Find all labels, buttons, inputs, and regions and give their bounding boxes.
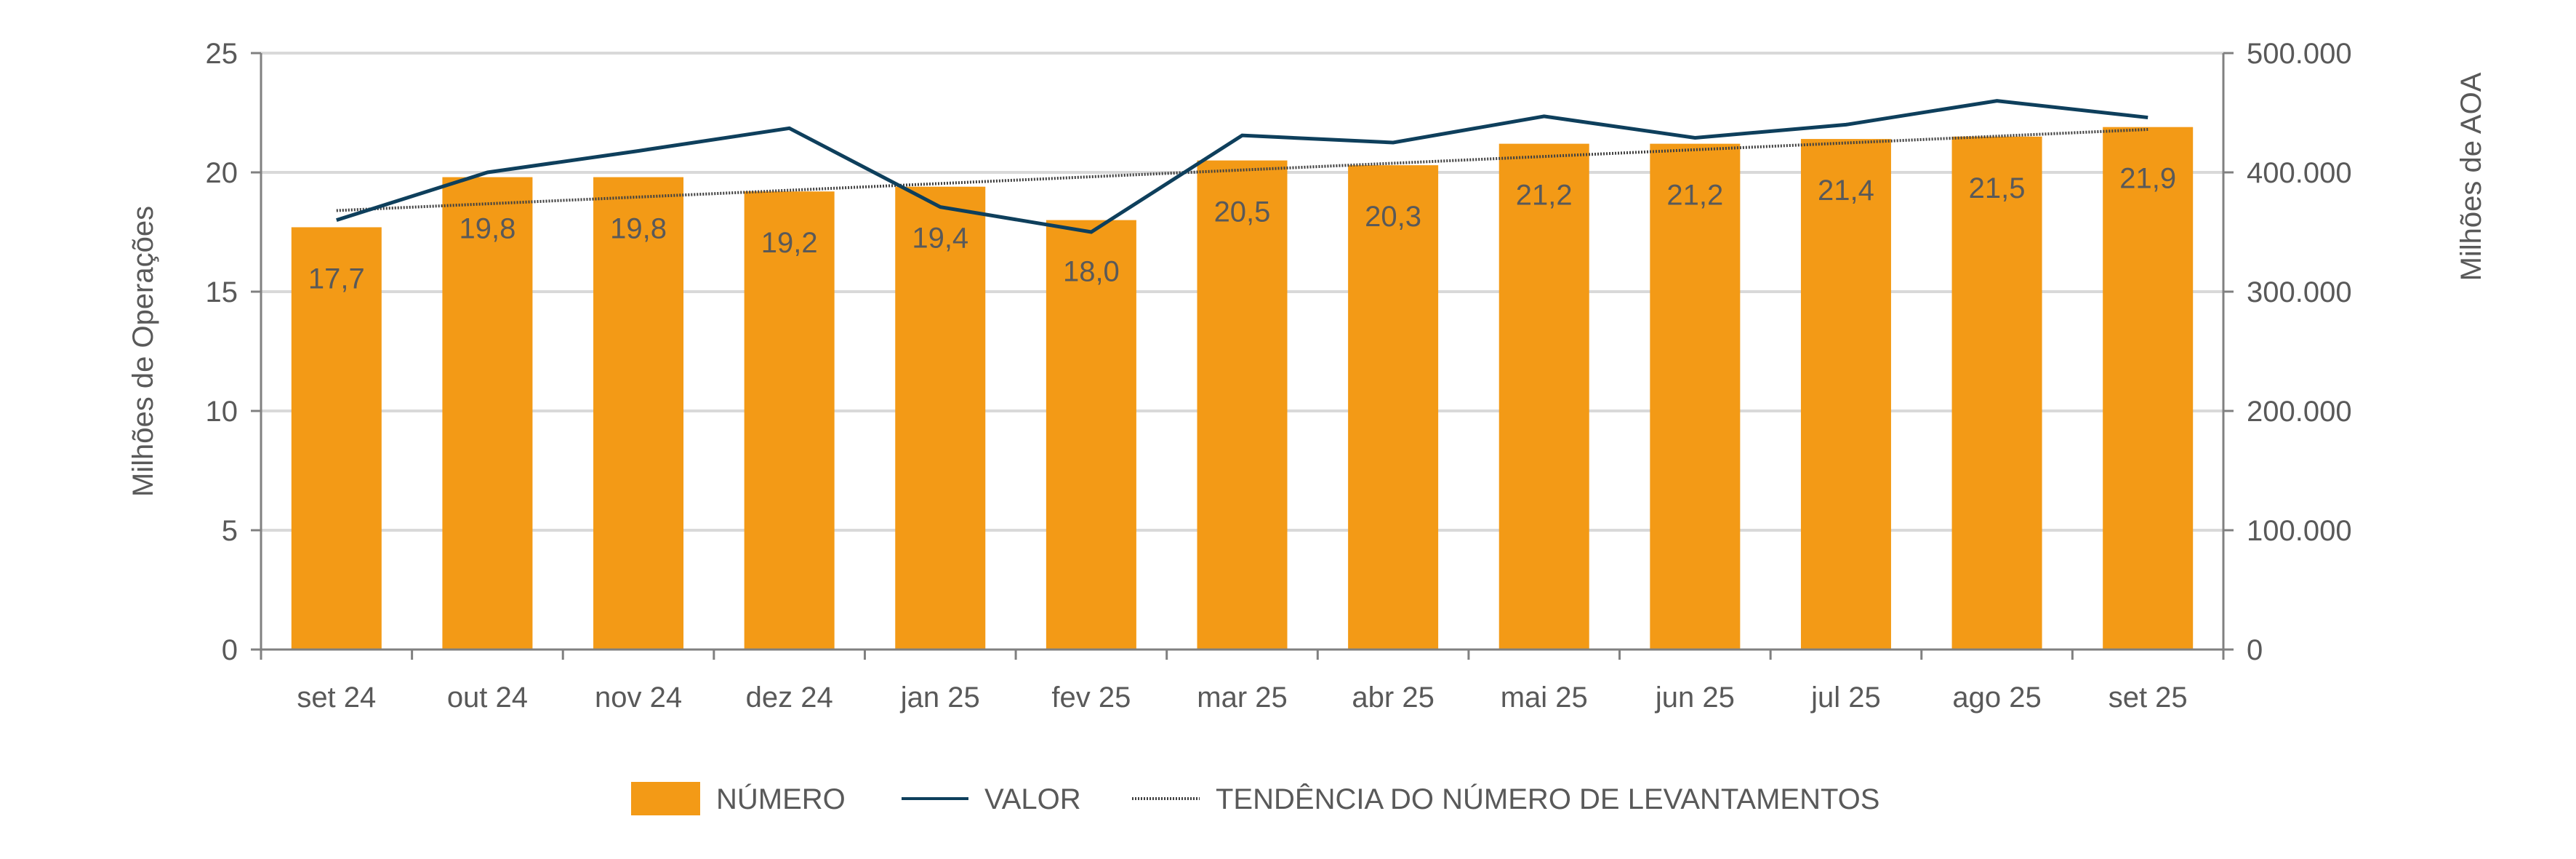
y2-tick-label: 500.000 xyxy=(2247,38,2352,70)
y-tick-label: 10 xyxy=(206,396,238,428)
y-axis-title: Milhões de Operações xyxy=(127,206,159,497)
x-tick-label: mar 25 xyxy=(1197,682,1288,714)
bar xyxy=(1498,143,1589,650)
legend-label-valor: VALOR xyxy=(984,783,1081,815)
data-label: 17,7 xyxy=(308,263,365,295)
x-tick-label: mai 25 xyxy=(1501,682,1588,714)
x-tick-label: fev 25 xyxy=(1051,682,1131,714)
value-line xyxy=(336,99,2148,234)
bar xyxy=(895,186,986,650)
y-tick-label: 0 xyxy=(222,634,238,666)
x-tick-label: set 25 xyxy=(2108,682,2188,714)
x-tick-label: set 24 xyxy=(297,682,376,714)
legend-label-numero: NÚMERO xyxy=(716,783,846,815)
x-tick-label: ago 25 xyxy=(1952,682,2041,714)
bars xyxy=(291,127,2194,650)
y2-tick-label: 300.000 xyxy=(2247,276,2352,308)
y-tick-label: 5 xyxy=(222,515,238,547)
data-label: 19,8 xyxy=(459,213,515,245)
legend-swatch-numero xyxy=(631,782,700,815)
bar xyxy=(593,177,684,650)
y-tick-label: 25 xyxy=(206,38,238,70)
data-label: 21,5 xyxy=(1969,172,2026,204)
data-label: 19,2 xyxy=(761,227,818,259)
y-tick-label: 20 xyxy=(206,157,238,189)
data-label: 20,5 xyxy=(1214,196,1271,228)
data-label: 21,2 xyxy=(1666,180,1723,212)
y-tick-label: 15 xyxy=(206,276,238,308)
x-tick-label: out 24 xyxy=(447,682,528,714)
bar xyxy=(1046,220,1136,650)
y2-tick-label: 200.000 xyxy=(2247,396,2352,428)
axes: 0 5 10 15 20 25 0 100.000 200.000 300.000 400.000 5… xyxy=(206,38,2352,714)
data-label: 20,3 xyxy=(1365,201,1421,233)
x-tick-label: nov 24 xyxy=(595,682,682,714)
x-tick-label: abr 25 xyxy=(1352,682,1434,714)
data-label: 21,2 xyxy=(1516,180,1573,212)
bar xyxy=(2103,127,2194,650)
y2-tick-label: 0 xyxy=(2247,634,2263,666)
bar xyxy=(1951,136,2042,650)
bar xyxy=(291,227,382,650)
bar xyxy=(744,191,835,650)
legend-label-trend: TENDÊNCIA DO NÚMERO DE LEVANTAMENTOS xyxy=(1216,783,1879,815)
legend: NÚMERO VALOR TENDÊNCIA DO NÚMERO DE LEVA… xyxy=(631,782,1879,815)
data-label: 19,4 xyxy=(912,223,968,255)
x-tick-label: jun 25 xyxy=(1655,682,1735,714)
data-label: 21,4 xyxy=(1818,175,1874,207)
bar xyxy=(1197,160,1288,650)
bar xyxy=(1348,165,1439,650)
bar xyxy=(442,177,533,650)
x-tick-label: dez 24 xyxy=(746,682,833,714)
value-line-path xyxy=(336,99,2148,234)
x-tick-label: jul 25 xyxy=(1810,682,1881,714)
data-label: 19,8 xyxy=(610,213,667,245)
y2-axis-title: Milhões de AOA xyxy=(2455,72,2487,281)
y2-tick-label: 100.000 xyxy=(2247,515,2352,547)
data-labels: 17,7 19,8 19,8 19,2 19,4 18,0 20,5 20,3 21,2 21,2… xyxy=(308,163,2176,295)
x-tick-label: jan 25 xyxy=(900,682,980,714)
y2-tick-label: 400.000 xyxy=(2247,157,2352,189)
data-label: 21,9 xyxy=(2119,163,2176,195)
bar xyxy=(1800,139,1891,650)
data-label: 18,0 xyxy=(1063,256,1120,288)
bar xyxy=(1650,143,1741,650)
